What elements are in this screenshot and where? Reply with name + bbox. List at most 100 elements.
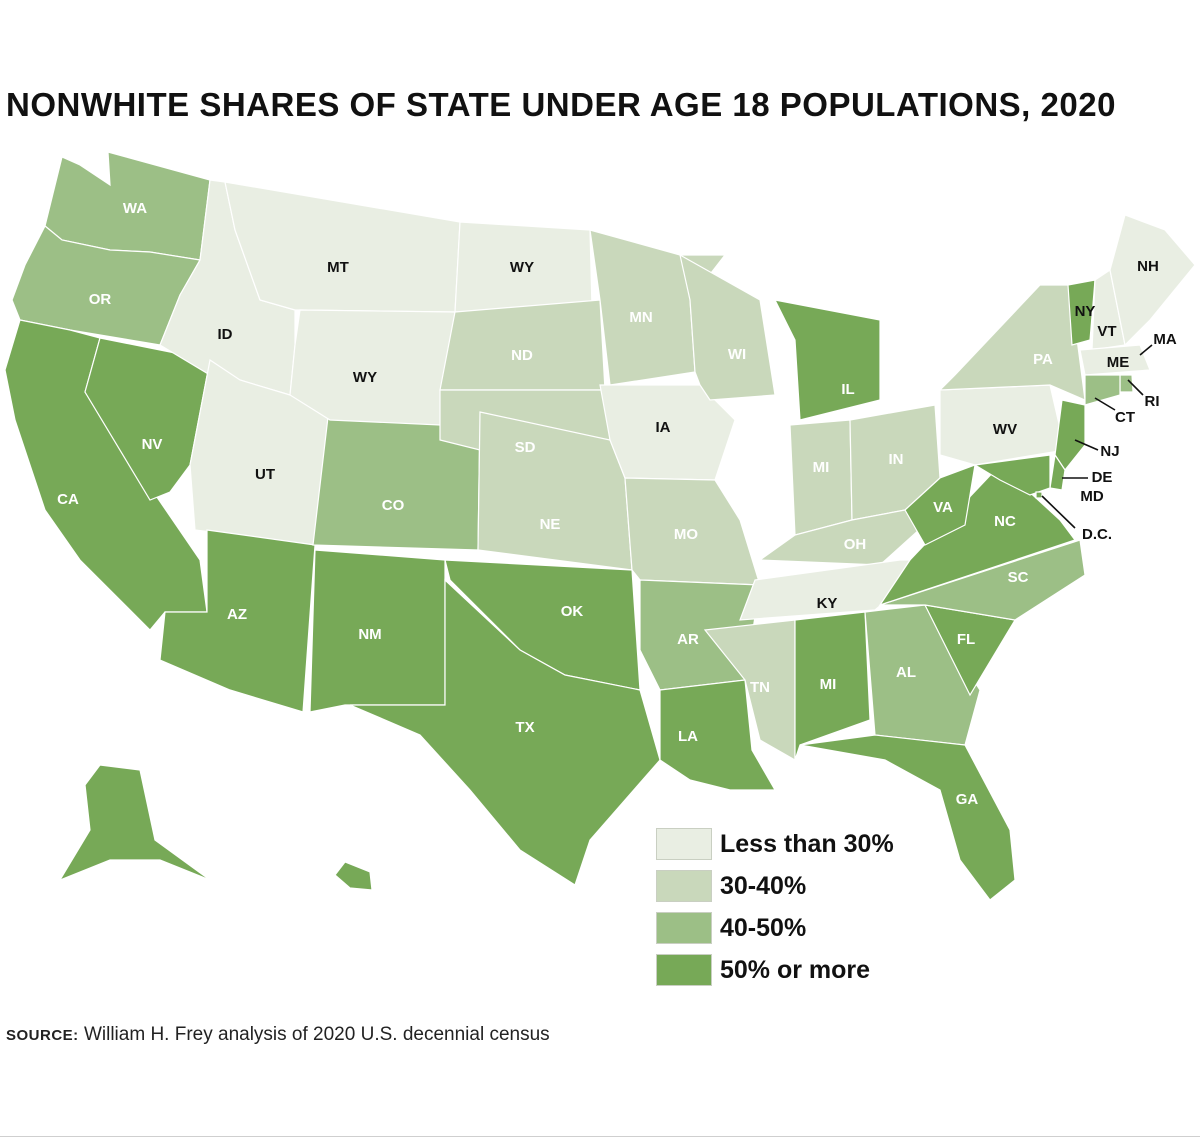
state-sc [879,539,1086,621]
leader-line [1041,495,1076,529]
state-label: MA [1153,331,1176,348]
state-la [659,679,777,791]
legend-label: 50% or more [720,955,871,984]
leader-line [1074,439,1099,451]
legend-item-lt30: Less than 30% [656,828,894,860]
state-label: WY [510,259,534,276]
state-label: MD [1080,488,1103,505]
state-label: IN [889,451,904,468]
source-note: SOURCE: William H. Frey analysis of 2020… [6,1024,550,1046]
state-il [773,299,881,421]
state-me [1079,344,1151,376]
state-label: FL [957,631,975,648]
legend-label: 30-40% [720,871,807,900]
state-label: IL [841,381,854,398]
state-ny [1067,279,1096,346]
legend-swatch [656,828,712,860]
state-label: ID [218,326,233,343]
state-label: OK [561,603,584,620]
state-label: NJ [1100,443,1119,460]
leader-line [1127,379,1144,396]
state-label: CT [1115,409,1135,426]
state-label: AK [347,844,369,861]
state-label: NE [540,516,561,533]
state-tx [349,578,661,886]
state-label: VT [1097,323,1116,340]
state-label: AZ [227,606,247,623]
state-labels: WA OR CA NV ID MT WY UT AZ CO NM WY ND SD NE OK TX MN IA MO… [57,200,1177,861]
source-key: SOURCE: [6,1027,79,1044]
state-al [864,604,981,746]
legend-swatch [656,954,712,986]
state-label: NH [1137,258,1159,275]
state-md [1035,491,1043,499]
state-label: OH [844,536,867,553]
state-label: DE [1092,469,1113,486]
state-wy [289,309,456,426]
legend-swatch [656,870,712,902]
legend-label: 40-50% [720,913,807,942]
map-title: NONWHITE SHARES OF STATE UNDER AGE 18 PO… [6,86,1116,123]
state-label: NM [358,626,381,643]
state-nj [1049,453,1066,491]
state-wi [679,253,776,401]
state-nd [439,299,606,391]
state-label: MI [813,459,830,476]
state-label: KY [817,595,838,612]
state-label: MO [674,526,698,543]
legend-swatch [656,912,712,944]
state-nh [1109,214,1196,347]
state-mi [794,611,871,761]
state-pa [938,284,1086,401]
state-label: WV [993,421,1017,438]
leader-line [1139,344,1153,356]
label-leader-lines [1041,344,1153,529]
state-label: WA [123,200,147,217]
state-label: ME [1107,354,1130,371]
state-label: RI [1145,393,1160,410]
state-mt [224,181,461,313]
state-ak [334,861,373,891]
state-label: MI [820,676,837,693]
state-label: TX [515,719,534,736]
state-label: WY [353,369,377,386]
state-shapes [4,151,1196,901]
state-label: LA [678,728,698,745]
state-ga [799,734,1016,901]
state-label: AL [896,664,916,681]
state-label: SD [515,439,536,456]
legend-item-30-40: 30-40% [656,870,894,902]
state-label: NY [1075,303,1096,320]
state-label: TN [750,679,770,696]
state-label: CA [57,491,79,508]
state-label: WI [728,346,746,363]
state-ct [1054,399,1086,472]
state-va [904,464,976,546]
state-mi [789,419,853,536]
leader-line [1094,397,1116,411]
legend-item-40-50: 40-50% [656,912,894,944]
state-tn [703,619,796,762]
state-az [159,529,316,713]
state-dc [58,764,211,882]
state-ri [1084,374,1121,406]
source-text: William H. Frey analysis of 2020 U.S. de… [78,1024,550,1045]
state-label: OR [89,291,112,308]
state-nc [878,464,1076,607]
state-label: MT [327,259,349,276]
state-label: AR [677,631,699,648]
state-label: D.C. [1082,526,1112,543]
state-label: NC [994,513,1016,530]
legend: Less than 30% 30-40% 40-50% 50% or more [656,828,894,996]
legend-item-50plus: 50% or more [656,954,894,986]
state-label: SC [1008,569,1029,586]
state-label: PA [1033,351,1053,368]
state-label: ND [511,347,533,364]
state-label: VA [933,499,953,516]
state-label: CO [382,497,405,514]
state-label: NV [142,436,163,453]
state-label: IA [656,419,671,436]
legend-label: Less than 30% [720,829,894,858]
state-label: GA [956,791,979,808]
